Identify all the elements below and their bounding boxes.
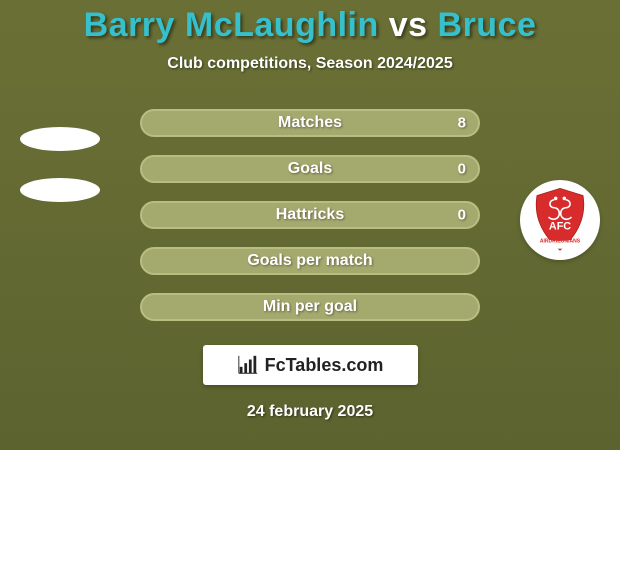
stat-label: Goals per match [247, 252, 372, 270]
comparison-card: Barry McLaughlin vs Bruce Club competiti… [0, 0, 620, 450]
stat-right-value: 0 [458, 161, 466, 178]
stat-bars: Matches 8 Goals 0 Hattricks 0 Goals per … [140, 109, 480, 321]
badge-ribbon-text: AIRDRIEONIANS [540, 238, 581, 244]
stat-label: Hattricks [276, 206, 344, 224]
left-club-badge-2 [20, 178, 120, 208]
footer-date: 24 february 2025 [0, 403, 620, 421]
stat-label: Min per goal [263, 298, 357, 316]
airdrie-badge-icon: AFC AIRDRIEONIANS [524, 184, 596, 256]
stat-bar-goals: Goals 0 [140, 155, 480, 183]
stat-bar-goals-per-match: Goals per match [140, 247, 480, 275]
stat-bar-hattricks: Hattricks 0 [140, 201, 480, 229]
brand-badge[interactable]: FcTables.com [203, 345, 418, 385]
stat-label: Goals [288, 160, 332, 178]
brand-text: FcTables.com [265, 355, 384, 376]
title-vs: vs [389, 6, 428, 44]
bar-chart-icon [237, 354, 259, 376]
right-club-badge: AFC AIRDRIEONIANS [520, 180, 600, 260]
badge-placeholder-icon [20, 127, 100, 151]
badge-placeholder-icon [20, 178, 100, 202]
stat-right-value: 8 [458, 115, 466, 132]
badge-afc-text: AFC [549, 220, 571, 232]
left-club-badge-1 [10, 124, 110, 154]
title-player-right: Bruce [438, 6, 537, 44]
page-title: Barry McLaughlin vs Bruce [0, 6, 620, 45]
stat-label: Matches [278, 114, 342, 132]
stat-bar-matches: Matches 8 [140, 109, 480, 137]
subtitle: Club competitions, Season 2024/2025 [0, 55, 620, 73]
stat-bar-min-per-goal: Min per goal [140, 293, 480, 321]
title-player-left: Barry McLaughlin [84, 6, 379, 44]
stat-right-value: 0 [458, 207, 466, 224]
